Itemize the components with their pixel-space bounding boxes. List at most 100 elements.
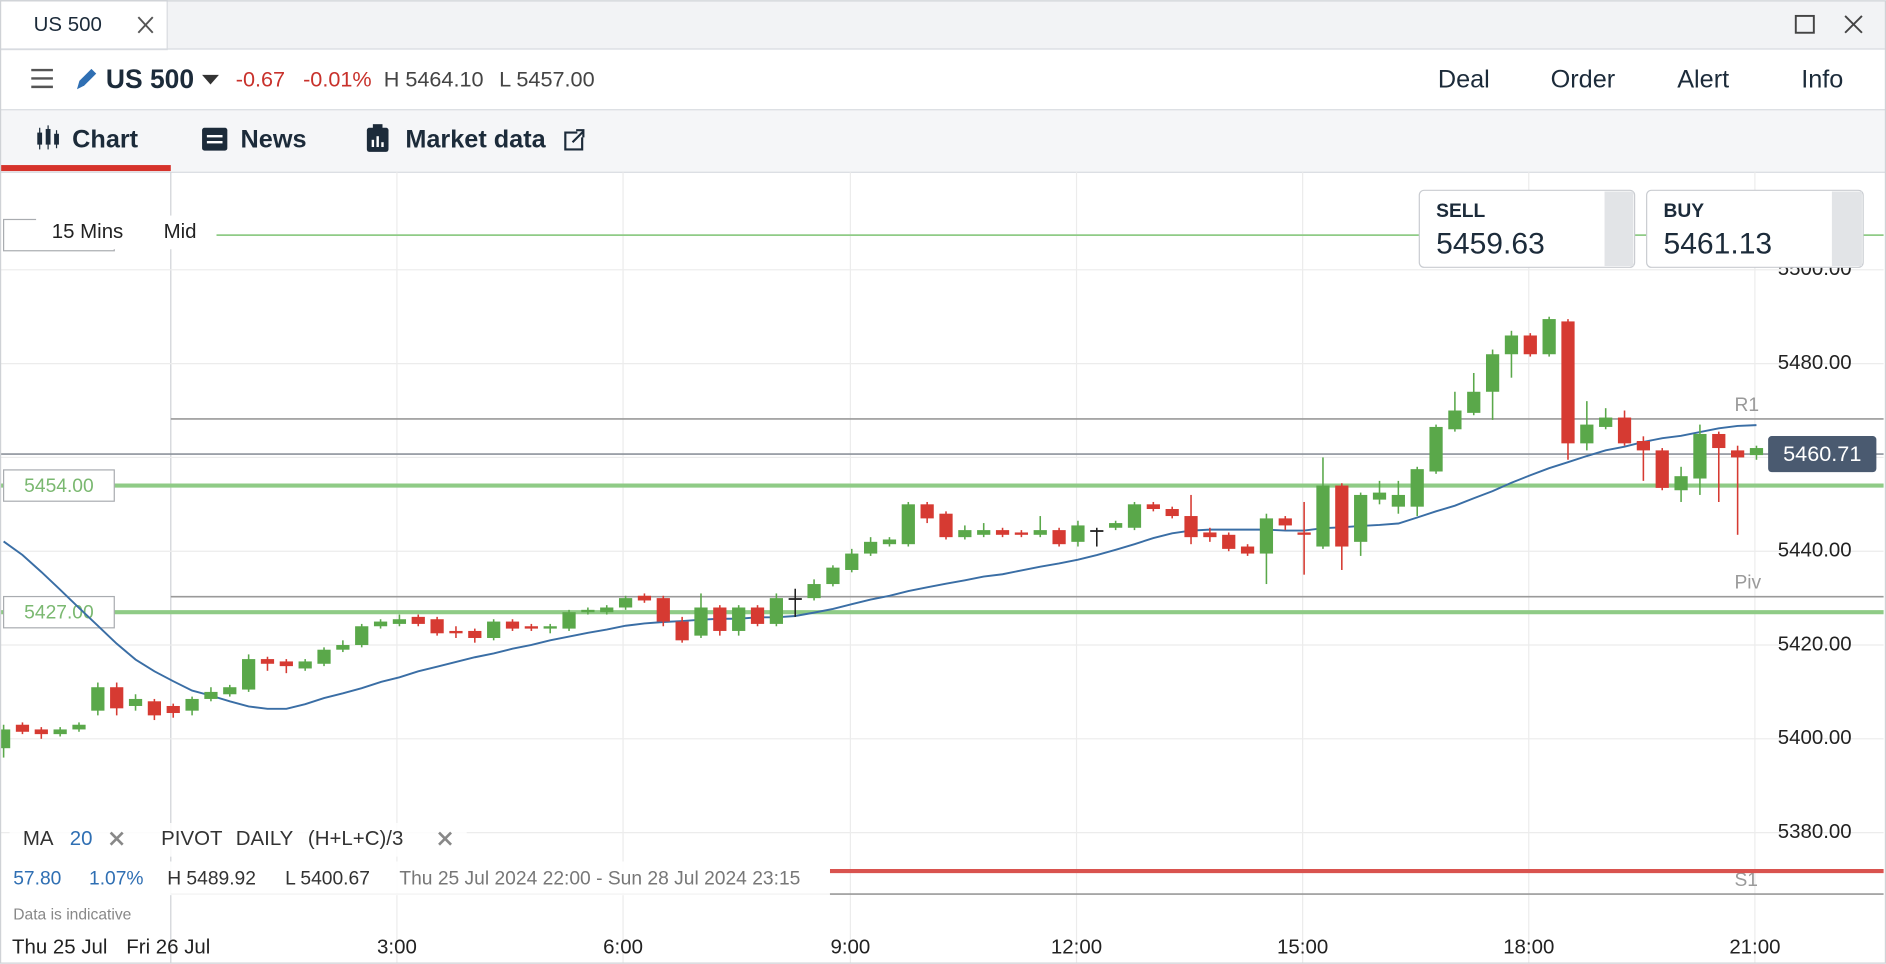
candle-body [1354, 494, 1368, 542]
alert-button[interactable]: Alert [1677, 66, 1729, 94]
candle-body [204, 691, 218, 699]
instrument-dropdown[interactable] [202, 74, 219, 85]
deal-button[interactable]: Deal [1438, 66, 1490, 94]
remove-ma[interactable] [109, 831, 124, 846]
pivot-label: R1 [1734, 395, 1759, 416]
candle-body [1391, 494, 1405, 507]
candle-body [1599, 417, 1613, 427]
candle-body [1749, 448, 1764, 456]
pivot-formula[interactable]: (H+L+C)/3 [308, 827, 403, 850]
candle-body [543, 626, 557, 629]
candle-body [166, 705, 180, 714]
title-bar [0, 0, 1886, 49]
candle-body [355, 626, 369, 646]
candle-body [1448, 410, 1462, 430]
current-price-tag [1768, 436, 1877, 473]
menu-button[interactable] [31, 68, 53, 89]
candle-body [1580, 424, 1594, 444]
current-price-label: 5460.71 [1783, 441, 1861, 466]
window-tab[interactable] [0, 0, 168, 51]
maximize-button[interactable] [1794, 14, 1815, 34]
candle-body [694, 607, 708, 636]
candle-body [524, 626, 538, 629]
close-window-button[interactable] [1844, 15, 1863, 34]
candle-body [562, 612, 576, 629]
pivot-period[interactable]: DAILY [236, 827, 294, 850]
candle-body [336, 645, 350, 650]
candle-body [1372, 492, 1387, 500]
ma-period[interactable]: 20 [70, 827, 93, 850]
candle-body [882, 539, 897, 545]
level-label: 5454.00 [24, 476, 94, 497]
candle-body [72, 724, 86, 730]
candle-body [769, 598, 783, 624]
tab-title: US 500 [34, 13, 102, 36]
x-tick-label: Thu 25 Jul [12, 935, 107, 958]
buy-box[interactable]: BUY 5461.13 [1646, 189, 1864, 268]
buy-price: 5461.13 [1663, 228, 1772, 261]
candle-body [128, 698, 143, 706]
candle-body [1504, 335, 1519, 355]
candle-body [15, 724, 30, 732]
legend-box [9, 822, 467, 857]
instrument-name[interactable]: US 500 [106, 64, 194, 94]
candle-body [147, 701, 162, 716]
candle-body [91, 687, 105, 711]
candle-body [807, 584, 821, 599]
candle-body [1523, 335, 1537, 355]
candle-body [34, 729, 48, 735]
candle-body [1636, 441, 1650, 451]
x-tick-label: 6:00 [603, 935, 643, 958]
candle-body [1410, 469, 1424, 507]
range-low: L 5400.67 [285, 869, 370, 890]
candle-body [242, 659, 256, 690]
candle-body [1109, 523, 1123, 528]
candle-body [1316, 485, 1330, 547]
candle-body [110, 687, 124, 709]
candle-body [505, 621, 520, 629]
sell-box[interactable]: SELL 5459.63 [1418, 189, 1636, 268]
candle-body [1655, 450, 1669, 488]
x-tick-label: 18:00 [1503, 935, 1554, 958]
candle-body [53, 729, 67, 735]
news-tab[interactable]: News [241, 126, 307, 154]
order-button[interactable]: Order [1551, 66, 1616, 94]
candle-body [1674, 476, 1688, 491]
remove-pivot[interactable] [438, 831, 452, 846]
range-high: H 5489.92 [167, 869, 256, 890]
candle-body [0, 729, 11, 749]
candle-body [1297, 532, 1311, 535]
sell-label: SELL [1436, 201, 1485, 222]
level-label-box [3, 469, 115, 502]
market-data-tab[interactable]: Market data [405, 126, 546, 154]
y-tick-label: 5420.00 [1778, 632, 1852, 655]
candle-body [1071, 525, 1085, 542]
external-link-icon[interactable] [564, 129, 585, 151]
day-low: L 5457.00 [499, 67, 594, 92]
tab-close[interactable] [137, 16, 154, 34]
candle-body [411, 616, 425, 624]
candle-body [487, 621, 501, 638]
interval-box [36, 215, 217, 250]
interval[interactable]: 15 Mins [52, 220, 124, 243]
change: -0.67 [236, 67, 285, 92]
y-tick-label: 5440.00 [1778, 539, 1852, 562]
chart-tab[interactable]: Chart [72, 126, 139, 154]
candle-body [185, 698, 199, 711]
candle-body [279, 661, 293, 667]
info-button[interactable]: Info [1801, 66, 1843, 94]
candle-body [1542, 319, 1556, 355]
candle-body [1617, 417, 1632, 444]
x-tick-label: 9:00 [830, 935, 870, 958]
buy-label: BUY [1663, 201, 1704, 222]
edit-icon[interactable] [76, 68, 97, 90]
candle-body [1561, 321, 1575, 444]
candle-body [223, 687, 237, 695]
range-dates: Thu 25 Jul 2024 22:00 - Sun 28 Jul 2024 … [399, 869, 800, 890]
candle-body [1259, 518, 1274, 554]
price-type[interactable]: Mid [164, 220, 197, 243]
ma-legend: MA [23, 827, 54, 850]
